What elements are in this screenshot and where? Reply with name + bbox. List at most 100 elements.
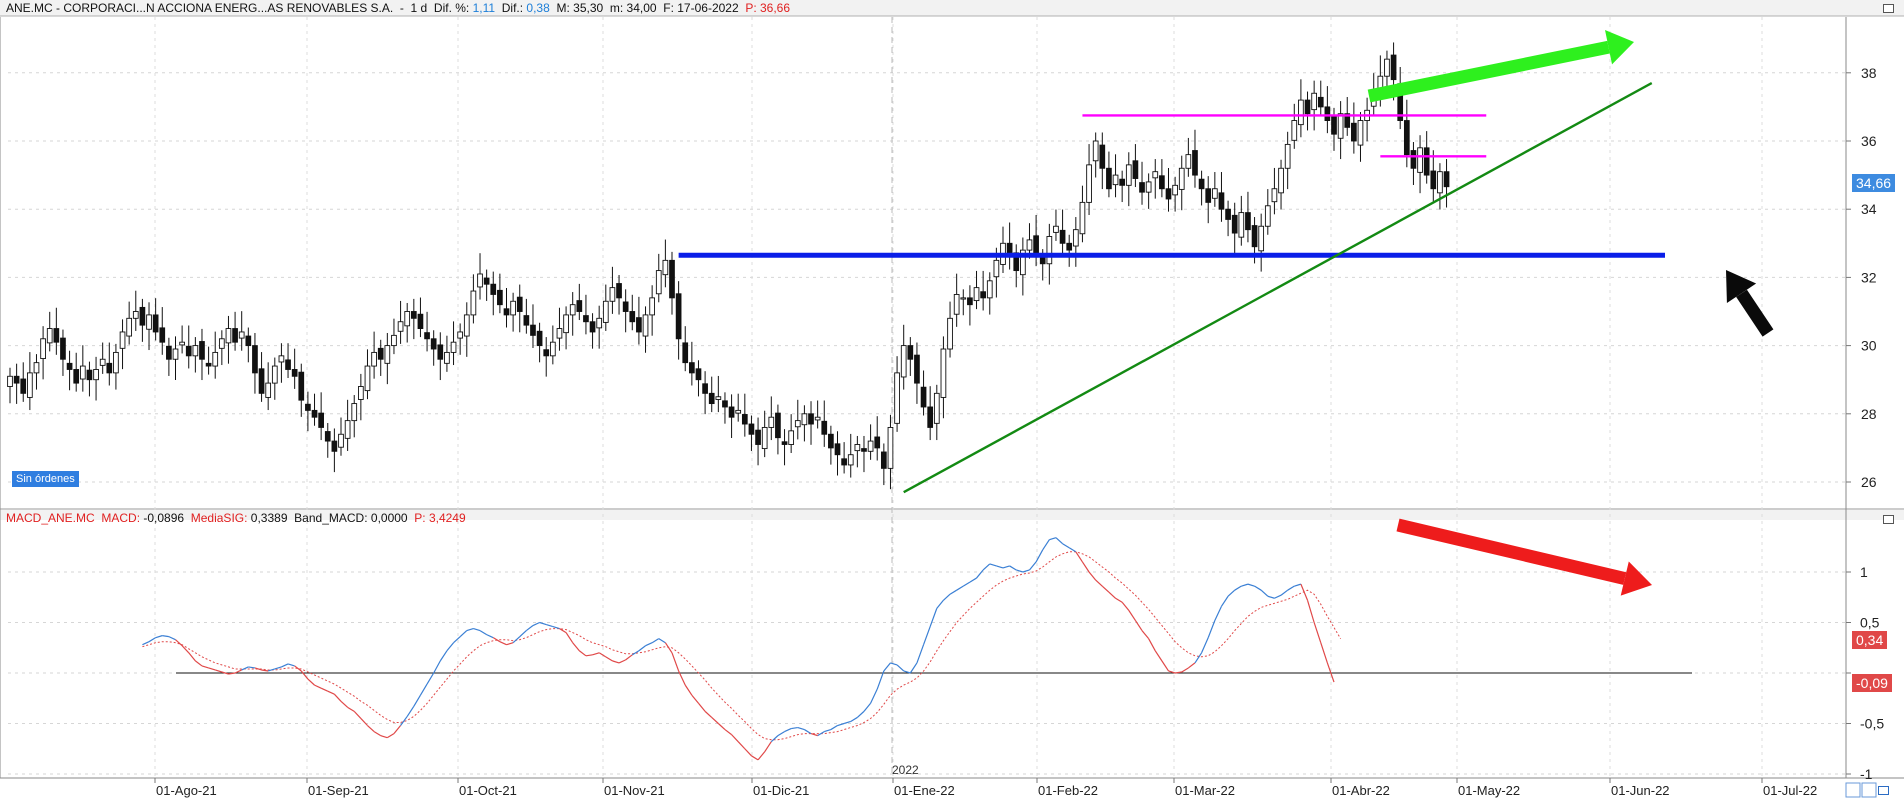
candle-body <box>172 348 179 360</box>
price-tick-label: 34 <box>1861 201 1877 217</box>
candle-body <box>629 311 636 323</box>
candle-body <box>324 431 331 442</box>
candle-body <box>46 328 53 344</box>
macd-line-segment <box>181 645 190 654</box>
candle-body <box>483 277 490 285</box>
macd-line-segment <box>367 725 375 733</box>
candle-body <box>861 448 867 452</box>
green-arrow-head <box>1605 29 1634 65</box>
candle-body <box>1145 181 1152 193</box>
uptrend-line <box>903 81 1653 494</box>
maximize-macd-pane-button[interactable] <box>1883 515 1894 524</box>
candle-body <box>940 348 947 398</box>
macd-line-segment <box>1234 585 1242 591</box>
candle-body <box>927 406 934 428</box>
macd-line-segment <box>1227 589 1236 597</box>
macd-line-segment <box>856 710 865 718</box>
macd-line-segment <box>1115 597 1123 603</box>
macd-line-segment <box>453 636 461 644</box>
month-tick-label: 01-Jul-22 <box>1763 783 1817 798</box>
candle-body <box>556 328 563 339</box>
macd-label: MACD: <box>101 511 141 525</box>
month-tick-label: 01-Feb-22 <box>1038 783 1098 798</box>
candle-body <box>967 297 973 306</box>
candle-body <box>530 324 536 336</box>
candle-body <box>1264 205 1271 227</box>
macd-line-segment <box>201 665 209 669</box>
candle-body <box>139 306 146 326</box>
candle-body <box>430 338 437 350</box>
candle-body <box>1337 113 1344 139</box>
candle-body <box>1086 164 1092 203</box>
candle-body <box>331 440 338 452</box>
macd-line-segment <box>684 684 693 696</box>
macd-line-segment <box>625 654 633 661</box>
macd-line-segment <box>711 716 719 724</box>
macd-name: MACD_ANE.MC <box>6 511 95 525</box>
time-axis-bg <box>0 779 1904 800</box>
candle-body <box>7 375 13 387</box>
macd-line-segment <box>413 694 421 707</box>
candle-body <box>788 430 795 445</box>
save-layout-button[interactable] <box>1878 786 1889 795</box>
macd-line-segment <box>956 585 964 591</box>
macd-line-segment <box>1042 539 1050 551</box>
macd-line-segment <box>215 669 223 673</box>
candle-body <box>1152 171 1159 179</box>
candle-body <box>1066 242 1073 251</box>
orders-badge[interactable]: Sin órdenes <box>12 471 79 487</box>
macd-line-segment <box>863 702 872 712</box>
macd-line-segment <box>347 706 355 712</box>
candle-body <box>715 396 722 400</box>
candle-body <box>682 342 689 364</box>
candle-body <box>371 351 377 367</box>
candle-body <box>1271 188 1278 203</box>
macd-line-segment <box>1095 579 1103 587</box>
macd-line-segment <box>883 662 891 672</box>
candle-body <box>933 392 940 424</box>
candle-body <box>404 311 411 327</box>
macd-line-segment <box>373 731 382 737</box>
candle-body <box>847 454 854 466</box>
macd-line-segment <box>843 720 851 725</box>
candle-body <box>252 345 258 374</box>
macd-tick-label: -1 <box>1860 766 1873 782</box>
macd-line-segment <box>320 687 329 692</box>
candle-body <box>1132 160 1139 179</box>
maximize-price-pane-button[interactable] <box>1883 4 1894 13</box>
candle-body <box>351 403 358 422</box>
macd-line-segment <box>546 623 554 628</box>
macd-line-segment <box>969 577 977 583</box>
macd-line-segment <box>804 729 812 735</box>
candle-body <box>1278 167 1284 194</box>
price-tick-label: 26 <box>1861 474 1877 490</box>
macd-line-segment <box>565 632 574 644</box>
candle-body <box>781 441 788 445</box>
candle-body <box>1324 106 1331 121</box>
candle-body <box>311 409 318 418</box>
candle-body <box>801 413 808 426</box>
macd-line-segment <box>645 642 653 647</box>
macd-line-segment <box>717 723 726 731</box>
candle-body <box>1033 235 1039 254</box>
macd-line-segment <box>698 702 706 712</box>
macd-line-segment <box>1181 667 1189 673</box>
macd-line-segment <box>731 734 739 743</box>
candle-body <box>728 406 735 418</box>
candle-body <box>1291 120 1298 141</box>
candle-body <box>344 420 351 439</box>
candle-body <box>106 362 113 374</box>
candle-body <box>596 317 603 329</box>
black-arrow-shaft <box>1736 289 1774 337</box>
candle-body <box>27 372 33 398</box>
macd-line-segment <box>406 706 415 717</box>
candle-body <box>1039 257 1046 265</box>
candle-body <box>636 317 642 333</box>
candle-body <box>291 369 298 377</box>
macd-line-segment <box>605 656 613 662</box>
price-tick-label: 38 <box>1861 65 1877 81</box>
candle-body <box>894 372 900 424</box>
macd-line-segment <box>890 662 898 666</box>
candle-body <box>900 345 907 378</box>
